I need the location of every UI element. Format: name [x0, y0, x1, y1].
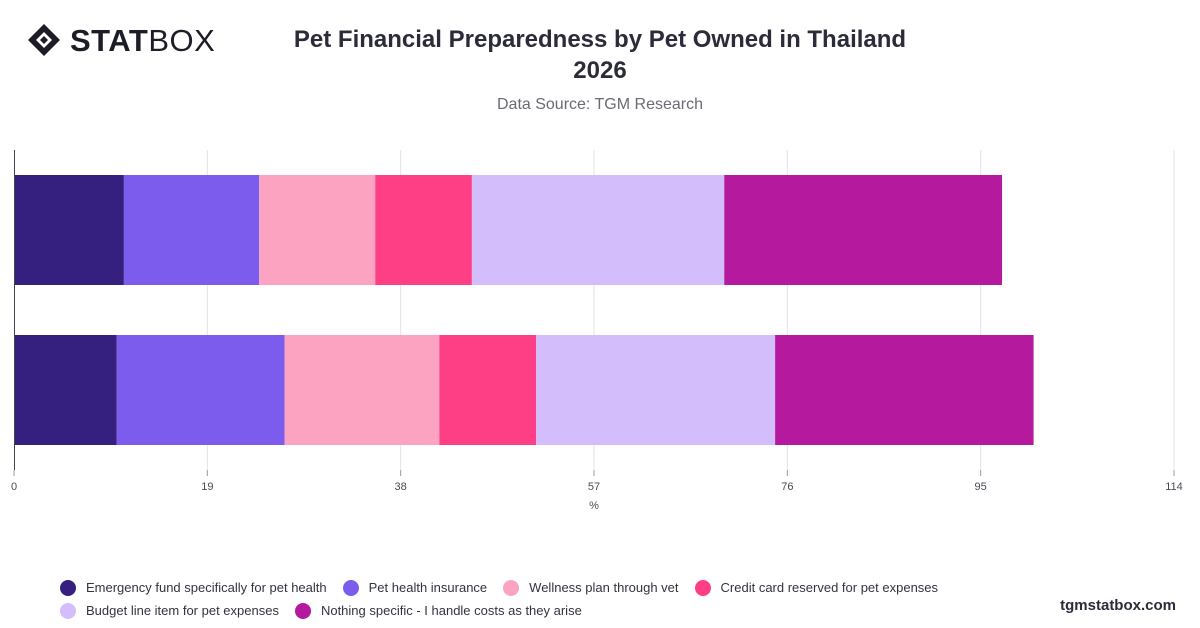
chart-title-line-2: 2026	[573, 57, 627, 84]
x-tick-label: 57	[588, 481, 600, 493]
legend-label: Nothing specific - I handle costs as the…	[320, 603, 582, 618]
bar-segment	[536, 335, 776, 445]
legend-label: Emergency fund specifically for pet heal…	[86, 580, 327, 595]
x-tick-label: 0	[11, 481, 17, 493]
legend-label: Budget line item for pet expenses	[86, 603, 279, 618]
legend-label: Pet health insurance	[368, 580, 488, 595]
legend-swatch	[294, 602, 311, 619]
x-tick-label: 19	[201, 481, 213, 493]
bar-segment	[123, 175, 260, 285]
x-tick-label: 38	[395, 481, 407, 493]
bar-segment	[116, 335, 285, 445]
bar-segment	[471, 175, 725, 285]
brand-url: tgmstatbox.com	[1060, 597, 1176, 614]
x-tick-label: 76	[781, 481, 793, 493]
bar-segment	[259, 175, 376, 285]
legend-swatch	[694, 579, 711, 596]
chart-legend: Emergency fund specifically for pet heal…	[60, 578, 1160, 620]
legend-swatch	[503, 579, 520, 596]
chart-subtitle: Data Source: TGM Research	[496, 96, 703, 113]
bar-segment	[14, 335, 117, 445]
x-tick-label: 114	[1165, 481, 1183, 493]
bar-segment	[439, 335, 536, 445]
x-axis-title: %	[589, 500, 599, 512]
bar-segment	[375, 175, 472, 285]
legend-item[interactable]: Credit card reserved for pet expenses	[694, 578, 939, 597]
chart-title-line-1: Pet Financial Preparedness by Pet Owned …	[293, 26, 907, 53]
statbox-diamond-icon	[28, 24, 60, 56]
legend-item[interactable]: Wellness plan through vet	[503, 578, 679, 597]
bar-segment	[775, 335, 1034, 445]
legend-swatch	[60, 602, 76, 619]
legend-item[interactable]: Pet health insurance	[342, 578, 488, 597]
bar-segment	[284, 335, 440, 445]
x-tick-label: 95	[975, 481, 987, 493]
chart-header: Pet Financial Preparedness by Pet Owned …	[250, 24, 950, 114]
legend-swatch	[60, 579, 76, 596]
legend-item[interactable]: Budget line item for pet expenses	[60, 601, 279, 620]
legend-item[interactable]: Nothing specific - I handle costs as the…	[294, 601, 582, 620]
logo-wordmark: STATBOX	[70, 22, 216, 58]
legend-label: Wellness plan through vet	[529, 580, 679, 595]
legend-item[interactable]: Emergency fund specifically for pet heal…	[60, 578, 327, 597]
statbox-logo: STATBOX	[26, 22, 215, 58]
legend-label: Credit card reserved for pet expenses	[720, 580, 939, 595]
chart-title: Pet Financial Preparedness by Pet Owned …	[250, 24, 950, 86]
legend-swatch	[342, 579, 359, 596]
bar-segment	[724, 175, 1003, 285]
bar-segment	[14, 175, 124, 285]
